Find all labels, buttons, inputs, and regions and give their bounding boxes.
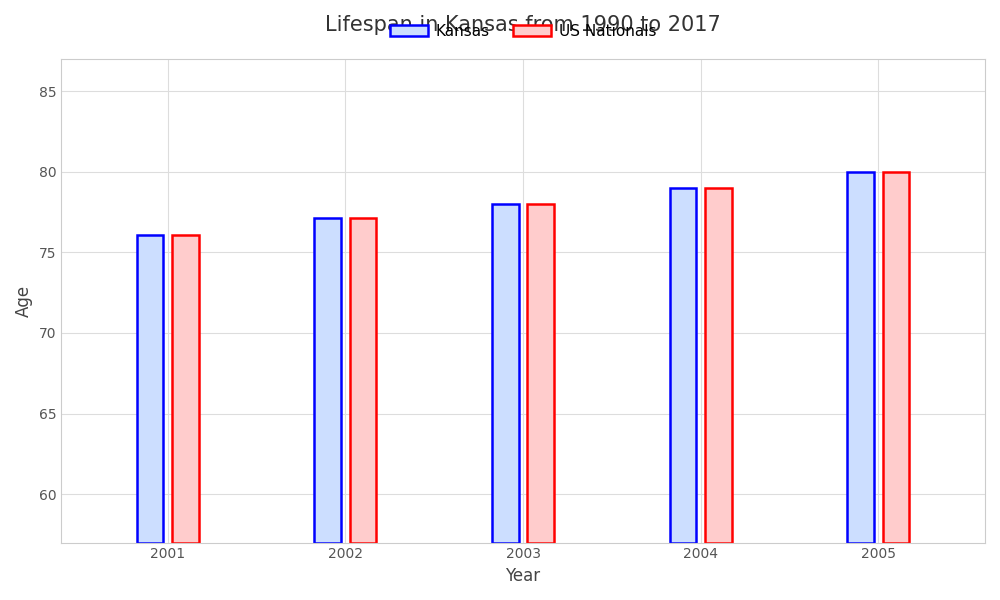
Bar [670, 188, 696, 542]
Bar [314, 218, 341, 542]
Y-axis label: Age: Age [15, 284, 33, 317]
Bar [137, 235, 163, 542]
Legend: Kansas, US Nationals: Kansas, US Nationals [384, 18, 662, 45]
Bar [527, 204, 554, 542]
Title: Lifespan in Kansas from 1990 to 2017: Lifespan in Kansas from 1990 to 2017 [325, 15, 721, 35]
Bar [172, 235, 199, 542]
X-axis label: Year: Year [505, 567, 541, 585]
Bar [847, 172, 874, 542]
Bar [350, 218, 376, 542]
Bar [705, 188, 732, 542]
Bar [883, 172, 909, 542]
Bar [492, 204, 519, 542]
